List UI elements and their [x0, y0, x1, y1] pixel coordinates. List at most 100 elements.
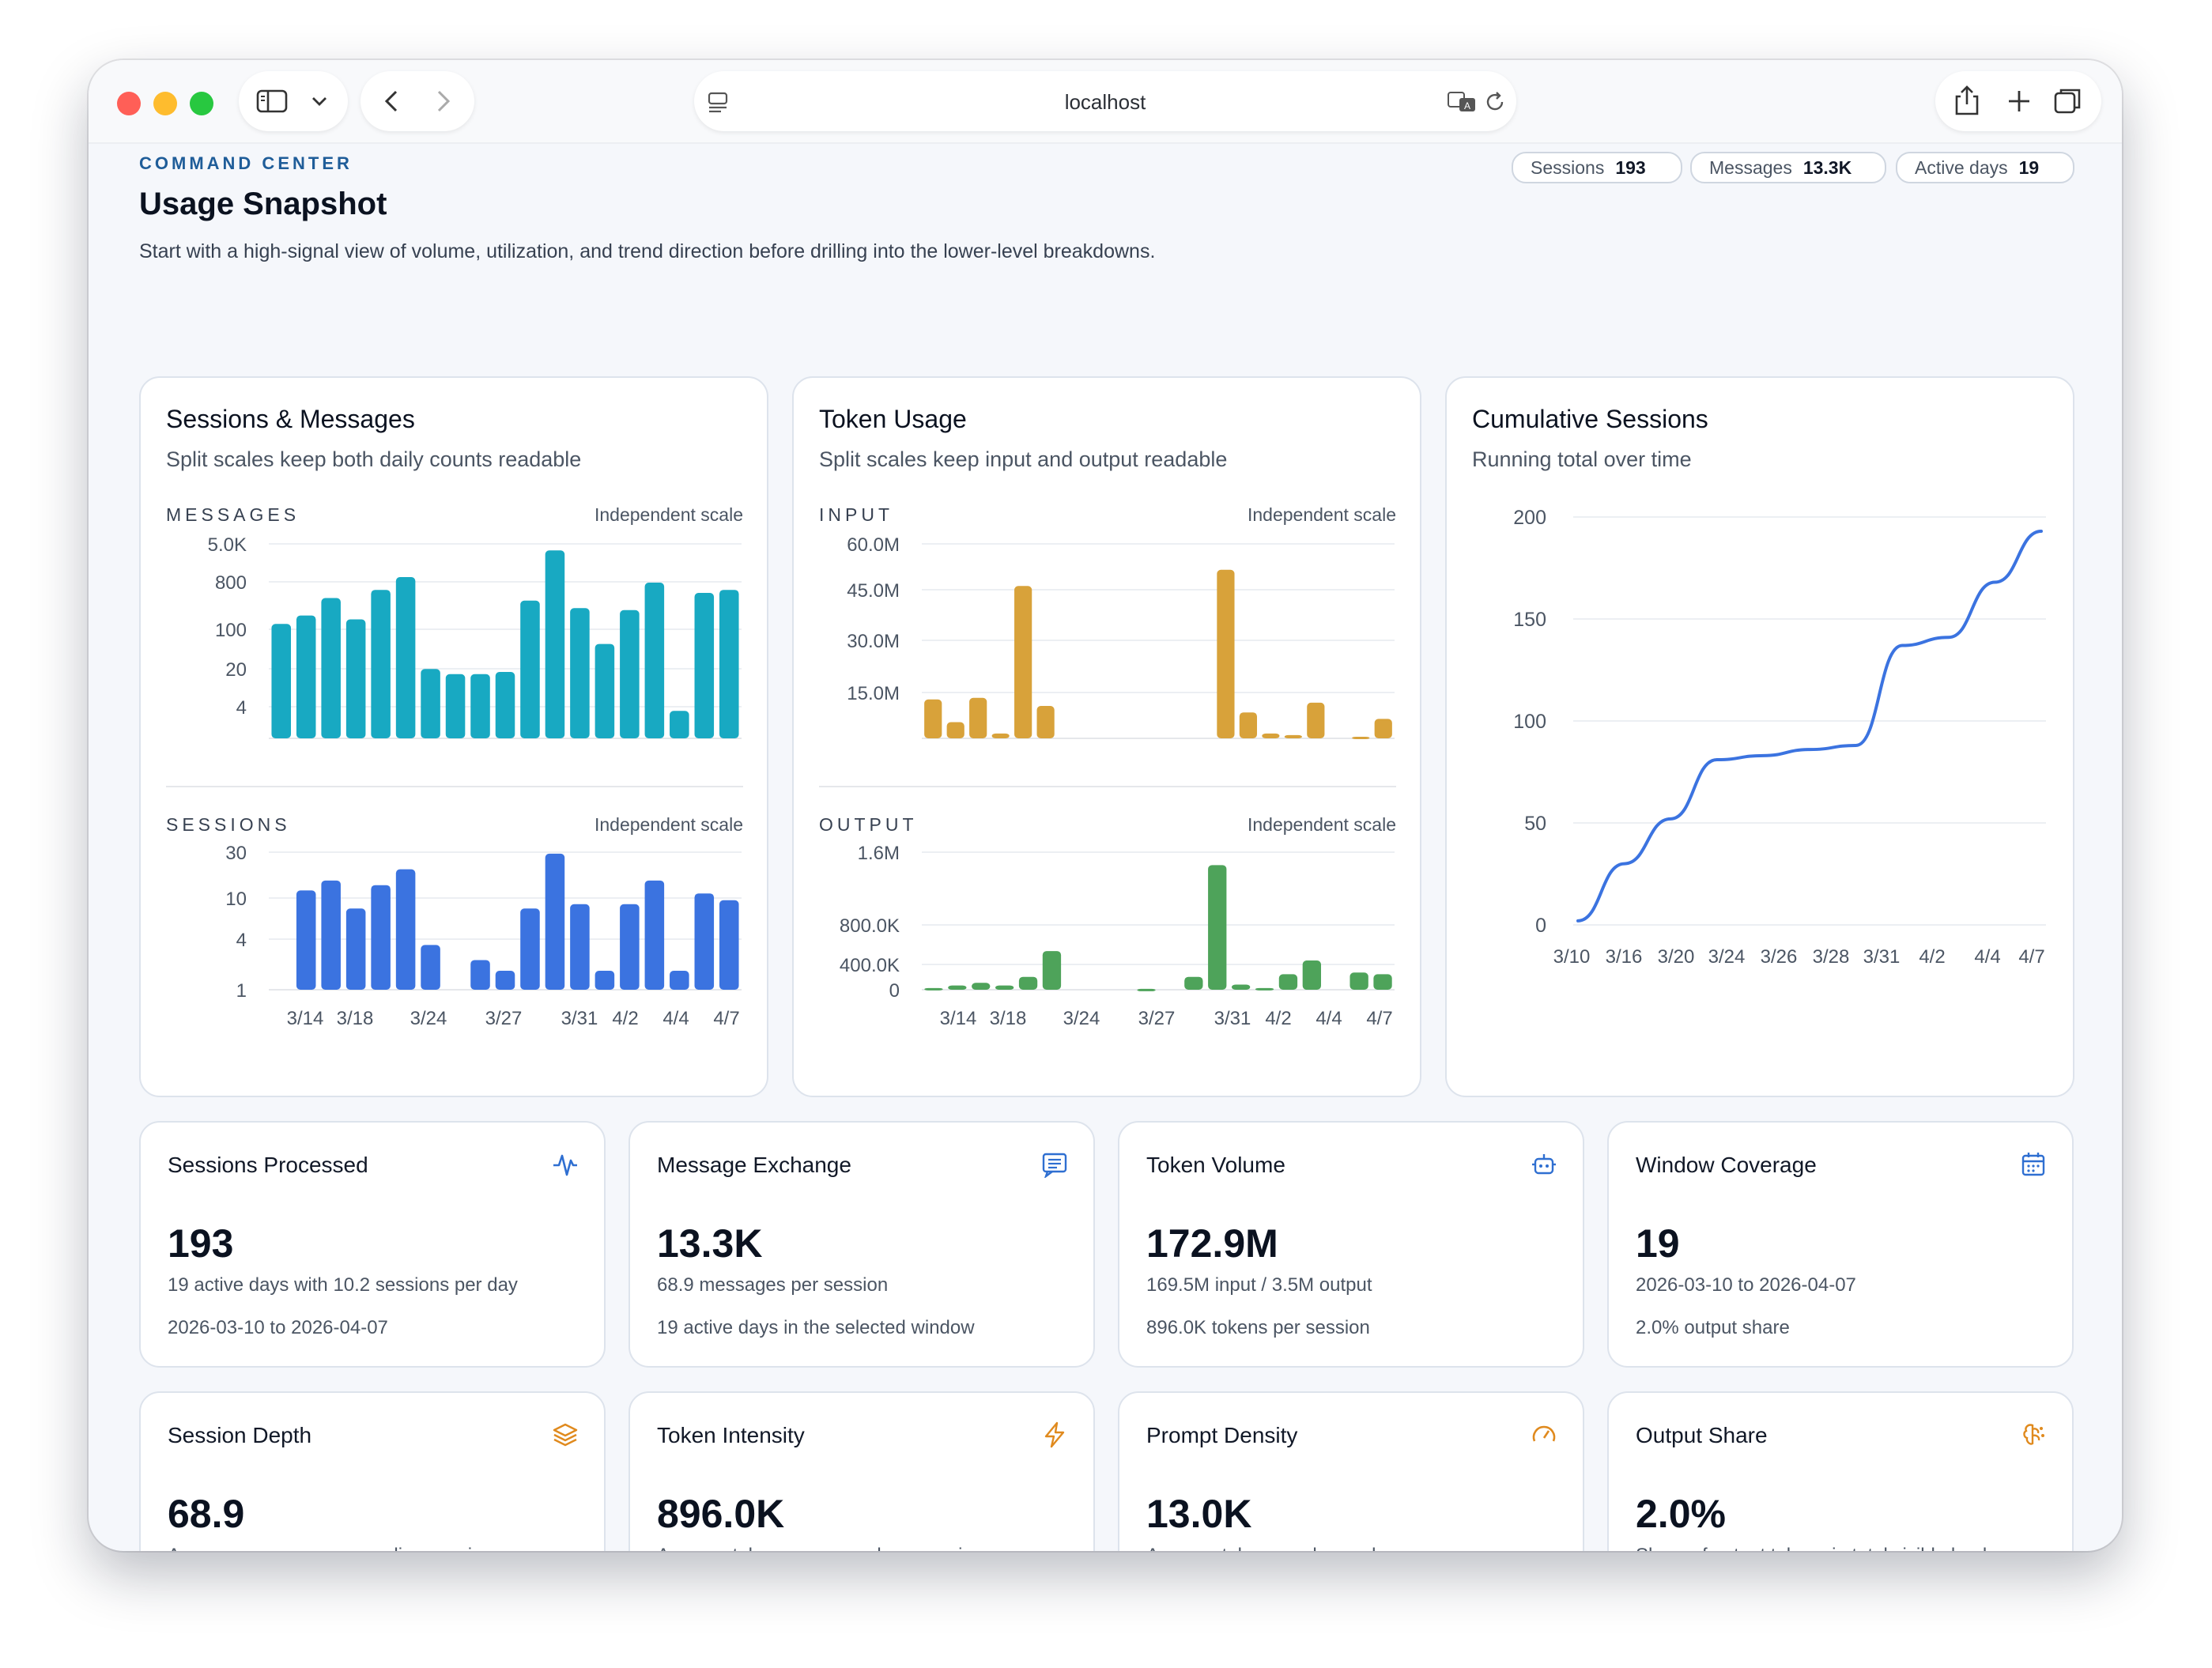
- window-actions: [1935, 71, 2101, 131]
- kpi-value: 13.0K: [1146, 1492, 1252, 1536]
- x-tick-label: 3/31: [1863, 946, 1901, 968]
- tabs-overview-icon[interactable]: [2052, 85, 2084, 117]
- kpi-detail: 19 active days with 10.2 sessions per da…: [168, 1274, 518, 1296]
- x-tick-label: 3/10: [1553, 946, 1591, 968]
- bar: [1042, 951, 1062, 990]
- chip-value: 13.3K: [1802, 157, 1852, 178]
- bolt-icon: [1044, 1421, 1065, 1448]
- x-tick-label: 4/4: [662, 1008, 689, 1029]
- robot-icon: [1532, 1154, 1556, 1175]
- bar: [719, 590, 739, 738]
- new-tab-icon[interactable]: [2005, 87, 2033, 115]
- translate-icon[interactable]: A: [1447, 90, 1478, 114]
- kpi-detail: 2026-03-10 to 2026-04-07: [168, 1317, 388, 1338]
- bar: [395, 577, 416, 738]
- bar: [395, 869, 416, 990]
- share-icon[interactable]: [1951, 84, 1983, 117]
- forward-icon[interactable]: [428, 87, 457, 115]
- bar: [271, 624, 292, 738]
- back-icon[interactable]: [378, 87, 406, 115]
- bar: [1374, 719, 1392, 738]
- chip-active-days: Active days 19: [1896, 152, 2074, 183]
- kpi-value: 172.9M: [1146, 1221, 1278, 1266]
- bar: [972, 983, 991, 990]
- sessions-bar-chart: 30 10 4 1 3/14 3/18 3/24 3/27 3/31 4/2 4/4 4/7: [225, 843, 742, 1029]
- x-tick-label: 3/18: [990, 1008, 1027, 1029]
- kpi-card: Token Intensity 896.0K Average tokens cons…: [628, 1391, 1095, 1551]
- bar: [321, 598, 341, 738]
- x-tick-label: 3/24: [1063, 1008, 1100, 1029]
- y-tick-label: 4: [236, 697, 247, 719]
- kpi-card: Session Depth 68.9 Average messages per co…: [139, 1391, 606, 1551]
- bar: [1278, 974, 1298, 990]
- y-tick-label: 50: [1524, 813, 1546, 835]
- bar: [595, 970, 615, 990]
- reload-icon[interactable]: [1483, 90, 1507, 114]
- kpi-value: 19: [1636, 1221, 1680, 1266]
- y-tick-label: 30.0M: [847, 631, 900, 652]
- page-menu-icon[interactable]: [707, 90, 730, 114]
- page-title: Usage Snapshot: [139, 187, 387, 221]
- sessions-label: SESSIONS: [166, 814, 291, 835]
- bar: [946, 722, 964, 738]
- bar: [644, 582, 665, 738]
- bar: [620, 609, 640, 738]
- bar: [1036, 706, 1055, 738]
- x-tick-label: 4/4: [1315, 1008, 1342, 1029]
- kpi-title: Session Depth: [168, 1423, 312, 1447]
- input-bar-chart: 60.0M 45.0M 30.0M 15.0M: [847, 534, 1395, 739]
- sidebar-toggle-button[interactable]: [239, 71, 348, 131]
- kpi-title: Prompt Density: [1146, 1423, 1298, 1447]
- x-tick-label: 3/20: [1658, 946, 1695, 968]
- x-tick-label: 3/24: [1708, 946, 1746, 968]
- bar: [1284, 734, 1302, 738]
- x-tick-label: 4/2: [1919, 946, 1945, 968]
- kpi-detail: Average messages per coding session: [168, 1545, 493, 1551]
- bar: [1208, 865, 1227, 990]
- bar: [969, 697, 987, 738]
- svg-text:A: A: [1464, 100, 1470, 111]
- x-tick-label: 3/27: [485, 1008, 523, 1029]
- close-window-button[interactable]: [117, 92, 141, 115]
- bar: [644, 880, 665, 990]
- kpi-title: Token Intensity: [657, 1423, 805, 1447]
- bar: [1137, 988, 1156, 991]
- bar: [1373, 974, 1392, 990]
- bar: [670, 711, 689, 738]
- kpi-card: Token Volume 172.9M 169.5M input / 3.5M ou…: [1118, 1121, 1584, 1368]
- sessions-messages-card: Sessions & Messages Split scales keep bo…: [139, 376, 768, 1097]
- bar: [1349, 972, 1368, 990]
- y-tick-label: 0: [889, 980, 900, 1002]
- calendar-icon: [2021, 1153, 2045, 1176]
- cumulative-line: [1576, 530, 2043, 923]
- browser-window: localhost A: [89, 60, 2122, 1551]
- zoom-window-button[interactable]: [190, 92, 213, 115]
- bar: [1231, 984, 1251, 990]
- bar: [470, 960, 490, 990]
- bar: [421, 669, 440, 738]
- x-tick-label: 3/31: [1214, 1008, 1251, 1029]
- messages-bar-chart: 5.0K 800 100 20 4: [208, 534, 742, 739]
- bar: [345, 908, 366, 990]
- output-scale-note: Independent scale: [1248, 814, 1396, 835]
- kpi-value: 896.0K: [657, 1492, 785, 1536]
- chip-value: 19: [2018, 157, 2040, 178]
- bar: [545, 550, 565, 738]
- minimize-window-button[interactable]: [153, 92, 177, 115]
- bar: [1239, 712, 1258, 738]
- bar: [1352, 736, 1370, 739]
- y-tick-label: 4: [236, 930, 247, 951]
- kpi-value: 2.0%: [1636, 1492, 1726, 1536]
- output-bar-chart: 1.6M 800.0K 400.0K 0 3/14 3/18 3/24 3/27 3/31 4/2…: [840, 843, 1395, 1029]
- cumulative-line-chart: 200 150 100 50 0 3/10 3/16 3/20 3/24 3/26 3/28 3/31…: [1513, 507, 2046, 968]
- address-bar[interactable]: localhost A: [694, 71, 1516, 131]
- kpi-card: Output Share 2.0% Share of output tokens i…: [1607, 1391, 2074, 1551]
- bar: [719, 900, 739, 990]
- y-tick-label: 30: [225, 843, 247, 864]
- y-tick-label: 60.0M: [847, 534, 900, 556]
- output-label: OUTPUT: [819, 814, 918, 835]
- kpi-detail: 19 active days in the selected window: [657, 1317, 975, 1338]
- card-subtitle: Running total over time: [1472, 447, 1692, 471]
- kpi-card: Prompt Density 13.0K Average tokens exchan…: [1118, 1391, 1584, 1551]
- chip-label: Active days: [1915, 157, 2008, 178]
